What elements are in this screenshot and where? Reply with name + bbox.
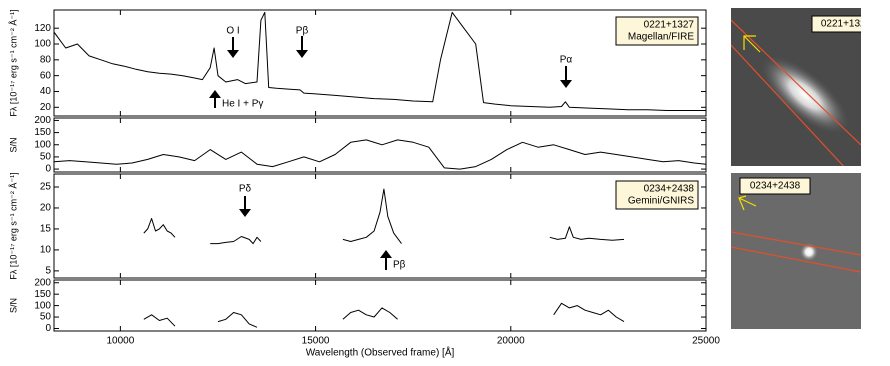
galaxy xyxy=(760,55,850,135)
y-tick-label: 20 xyxy=(40,102,52,113)
y-axis-label: Fλ [10⁻¹⁷ erg s⁻¹ cm⁻² Å⁻¹] xyxy=(8,9,18,116)
plot-frame xyxy=(53,173,707,279)
plot-frame xyxy=(53,279,707,332)
annotation-arrow-head xyxy=(227,50,239,58)
spectrum-line xyxy=(54,11,706,111)
x-axis-label: Wavelength (Observed frame) [Å] xyxy=(306,346,455,359)
image-label-box xyxy=(811,15,861,33)
x-tick-label: 25000 xyxy=(692,336,720,347)
annotation-arrow-head xyxy=(380,250,392,258)
spectrum-line xyxy=(143,188,625,245)
x-tick-label: 15000 xyxy=(302,336,330,347)
annotation: Pβ xyxy=(296,26,309,37)
y-axis-label: S/N xyxy=(8,137,18,152)
label-box xyxy=(615,16,699,46)
y-tick-label: 120 xyxy=(34,23,51,34)
y-tick-label: 150 xyxy=(34,289,51,300)
y-axis-label: Fλ [10⁻¹⁷ erg s⁻¹ cm⁻² Å⁻¹] xyxy=(8,172,18,279)
x-tick-label: 20000 xyxy=(497,336,525,347)
y-tick-label: 150 xyxy=(34,127,51,138)
label-box-text: 0234+2438 xyxy=(644,184,695,195)
y-tick-label: 200 xyxy=(34,115,51,126)
annotation: Pβ xyxy=(393,260,406,271)
y-tick-label: 5 xyxy=(45,266,51,277)
y-tick-label: 50 xyxy=(40,312,52,323)
y-tick-label: 60 xyxy=(40,70,52,81)
label-box-text: Magellan/FIRE xyxy=(628,32,694,43)
y-tick-label: 25 xyxy=(40,182,52,193)
y-axis-label: S/N xyxy=(8,298,18,313)
y-tick-label: 80 xyxy=(40,54,52,65)
image-label: 0221+1327 xyxy=(821,19,872,30)
annotation: Pα xyxy=(560,55,573,66)
y-tick-label: 40 xyxy=(40,86,52,97)
image-label-box xyxy=(739,177,811,195)
y-tick-label: 10 xyxy=(40,245,52,256)
y-tick-label: 20 xyxy=(40,203,52,214)
plot-frame xyxy=(53,9,707,117)
label-box-text: Gemini/GNIRS xyxy=(628,196,694,207)
annotation-arrow-head xyxy=(239,209,251,217)
image-panel: 0234+2438 xyxy=(731,173,861,329)
y-tick-label: 15 xyxy=(40,224,52,235)
y-tick-label: 0 xyxy=(45,164,51,175)
galaxy xyxy=(800,243,818,261)
spectrum-line xyxy=(143,302,625,328)
y-tick-label: 100 xyxy=(34,300,51,311)
slit-edge xyxy=(731,44,845,166)
plot-frame xyxy=(53,117,707,173)
slit-edge xyxy=(731,19,861,146)
y-tick-label: 200 xyxy=(34,277,51,288)
label-box-text: 0221+1327 xyxy=(644,20,695,31)
compass xyxy=(738,195,757,211)
compass xyxy=(743,35,761,53)
slit-edge xyxy=(731,231,861,256)
annotation: Pδ xyxy=(239,184,252,195)
y-tick-label: 50 xyxy=(40,152,52,163)
image-label: 0234+2438 xyxy=(750,181,801,192)
annotation-arrow-head xyxy=(560,80,572,88)
annotation-arrow-head xyxy=(296,50,308,58)
slit-edge xyxy=(731,246,861,273)
image-panel: 0221+1327 xyxy=(731,8,872,166)
annotation: He I + Pγ xyxy=(222,99,263,110)
x-tick-label: 10000 xyxy=(106,336,134,347)
spectrum-line xyxy=(54,139,706,170)
annotation-arrow-head xyxy=(209,90,221,98)
y-tick-label: 100 xyxy=(34,39,51,50)
y-tick-label: 0 xyxy=(45,323,51,334)
annotation: O I xyxy=(226,26,239,37)
y-tick-label: 100 xyxy=(34,139,51,150)
label-box xyxy=(615,180,699,210)
